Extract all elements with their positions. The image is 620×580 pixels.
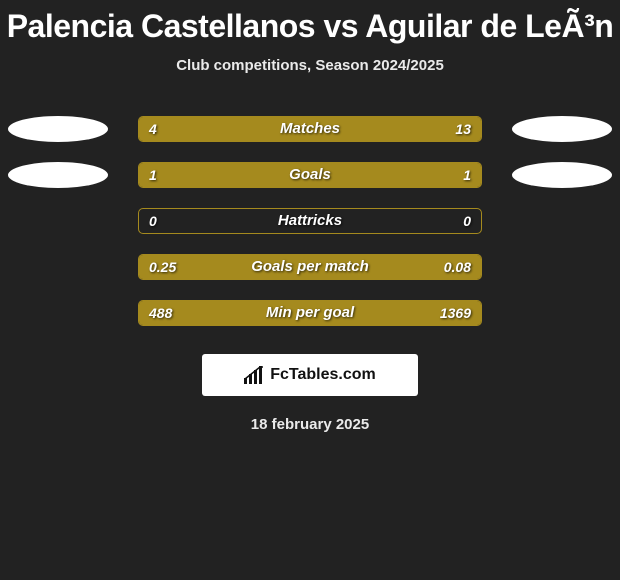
comparison-chart: 413Matches 11Goals 00Hattricks 0.250.08Goal… (0, 106, 620, 336)
stat-row: 11Goals (0, 152, 620, 198)
team-logo-left (8, 162, 108, 188)
stat-row: 4881369Min per goal (0, 290, 620, 336)
stat-bar: 413Matches (138, 116, 482, 142)
stat-label: Goals per match (139, 255, 481, 279)
chart-icon (244, 366, 266, 384)
page-title: Palencia Castellanos vs Aguilar de LeÃ³n (0, 0, 620, 45)
page-subtitle: Club competitions, Season 2024/2025 (0, 57, 620, 74)
stat-bar: 4881369Min per goal (138, 300, 482, 326)
stat-bar: 0.250.08Goals per match (138, 254, 482, 280)
brand-badge[interactable]: FcTables.com (202, 354, 418, 396)
stat-label: Matches (139, 117, 481, 141)
team-logo-right (512, 116, 612, 142)
stat-row: 00Hattricks (0, 198, 620, 244)
stat-label: Hattricks (139, 209, 481, 233)
stat-label: Goals (139, 163, 481, 187)
stat-row: 0.250.08Goals per match (0, 244, 620, 290)
stat-row: 413Matches (0, 106, 620, 152)
footer-date: 18 february 2025 (0, 416, 620, 433)
stat-bar: 11Goals (138, 162, 482, 188)
brand-text: FcTables.com (270, 366, 376, 384)
team-logo-left (8, 116, 108, 142)
stat-bar: 00Hattricks (138, 208, 482, 234)
team-logo-right (512, 162, 612, 188)
stat-label: Min per goal (139, 301, 481, 325)
